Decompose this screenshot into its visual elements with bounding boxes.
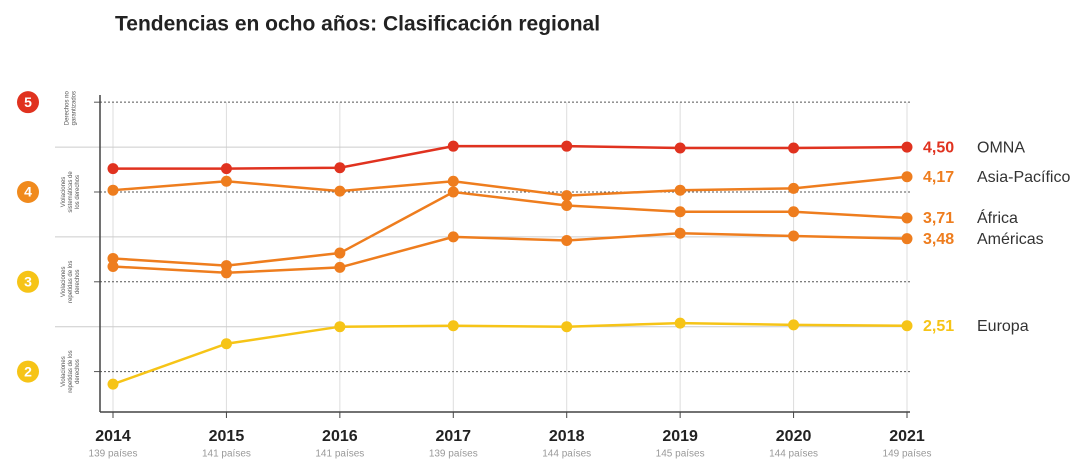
x-sublabel: 139 países [429, 449, 478, 460]
point [334, 185, 346, 197]
point [447, 320, 459, 332]
point [901, 212, 913, 224]
point [561, 199, 573, 211]
point [107, 378, 119, 390]
point [788, 142, 800, 154]
legend-entry: Américas [977, 231, 1044, 248]
point [788, 319, 800, 331]
point [447, 140, 459, 152]
point [561, 140, 573, 152]
x-sublabel: 144 países [769, 449, 818, 460]
y-tick-label: 3 [24, 273, 32, 289]
point [561, 321, 573, 333]
x-sublabel: 144 países [542, 449, 591, 460]
point [220, 163, 232, 175]
point [901, 171, 913, 183]
series-line [112, 321, 908, 386]
legend-entry: Asia-Pacífico [977, 169, 1070, 186]
tick-badge [17, 91, 39, 114]
point [674, 206, 686, 218]
point [901, 233, 913, 245]
point [788, 182, 800, 194]
series-line [112, 232, 908, 275]
point [674, 227, 686, 239]
point [561, 234, 573, 246]
x-sublabel: 145 países [656, 449, 705, 460]
tick-badge [17, 270, 39, 293]
band-label: Violacionessistemáticas delos derechos [61, 171, 81, 213]
x-sublabel: 149 países [883, 449, 932, 460]
x-tick-label: 2018 [549, 428, 585, 445]
point [788, 230, 800, 242]
band-label: Derechos nogarantizados [64, 91, 77, 126]
point [107, 252, 119, 264]
point [561, 190, 573, 202]
legend-entry: OMNA [977, 139, 1025, 156]
point [107, 261, 119, 273]
value-label: 2,51 [923, 318, 954, 335]
band-label: Violacionesrepetidas de losderechos [61, 350, 81, 392]
x-sublabel: 139 países [89, 449, 138, 460]
point [901, 320, 913, 332]
y-tick-label: 4 [24, 184, 32, 200]
y-tick-label: 2 [24, 363, 32, 379]
point [220, 338, 232, 350]
series-line [113, 144, 908, 170]
legend-entry: África [977, 208, 1018, 227]
x-sublabel: 141 países [202, 449, 251, 460]
point [334, 162, 346, 174]
y-tick-label: 5 [24, 94, 32, 110]
point [334, 321, 346, 333]
point [901, 141, 913, 153]
series-line [112, 190, 908, 267]
point [107, 184, 119, 196]
point [107, 163, 119, 175]
x-tick-label: 2021 [889, 428, 925, 445]
point [220, 175, 232, 187]
tick-badge [17, 180, 39, 203]
point [447, 231, 459, 243]
point [674, 184, 686, 196]
point [788, 206, 800, 218]
band-label: Violacionesrepetidas de losderechos [61, 261, 81, 303]
x-tick-label: 2014 [95, 428, 131, 445]
point [674, 142, 686, 154]
value-label: 3,71 [923, 210, 954, 227]
value-label: 4,50 [923, 139, 954, 156]
x-tick-label: 2015 [209, 428, 245, 445]
legend-entry: Europa [977, 318, 1029, 335]
point [674, 317, 686, 329]
value-label: 3,48 [923, 231, 954, 248]
point [334, 261, 346, 273]
point [447, 175, 459, 187]
tick-badge [17, 360, 39, 383]
point [334, 247, 346, 259]
x-tick-label: 2019 [662, 428, 698, 445]
x-sublabel: 141 países [315, 449, 364, 460]
point [220, 267, 232, 279]
point [447, 186, 459, 198]
x-tick-label: 2016 [322, 428, 358, 445]
value-label: 4,17 [923, 169, 954, 186]
x-tick-label: 2020 [776, 428, 812, 445]
x-tick-label: 2017 [435, 428, 471, 445]
series-line [112, 175, 908, 197]
chart-title: Tendencias en ocho años: Clasificación r… [115, 13, 600, 36]
